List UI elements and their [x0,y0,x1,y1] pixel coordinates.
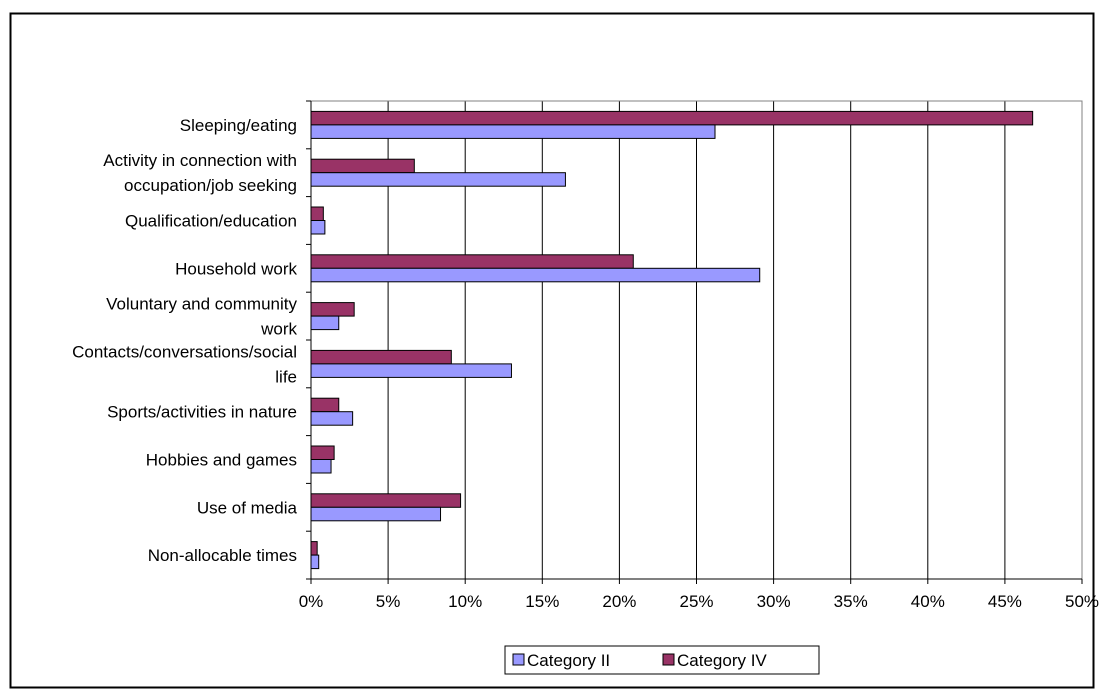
category-label: Household work [175,259,297,278]
bar-category-ii [310,459,332,474]
category-label: Sleeping/eating [180,116,297,135]
category-label-line: Contacts/conversations/social [72,342,297,361]
x-tick-label: 20% [602,592,636,611]
category-label: Hobbies and games [146,451,297,470]
bar-category-iv [310,349,452,365]
category-label-line: Activity in connection with [103,151,297,170]
category-label-line: Non-allocable times [148,546,297,565]
bar-category-iv [310,445,335,460]
category-labels: Sleeping/eating Activity in connection wi… [72,116,297,565]
x-tick-label: 15% [525,592,559,611]
category-label-line: work [260,320,297,339]
category-label: Non-allocable times [148,546,297,565]
x-tick-label: 25% [679,592,713,611]
legend-swatch [662,653,675,666]
category-label-line: Sleeping/eating [180,116,297,135]
category-label-line: life [275,367,297,386]
bar-category-iv [310,206,324,221]
bar-category-iv [310,110,1034,126]
category-label: Use of media [197,498,298,517]
x-tick-labels: 0% 5% 10% 15% 20% 25% 30% 35% 40% 45% 50% [299,592,1099,611]
category-label-line: occupation/job seeking [124,176,297,195]
x-tick-label: 50% [1065,592,1099,611]
bar-category-ii [310,267,761,283]
legend-swatch [512,653,525,666]
x-tick-label: 35% [834,592,868,611]
legend-box [504,645,820,675]
category-label-line: Sports/activities in nature [107,403,297,422]
bars [310,110,1034,570]
bar-category-iv [310,158,415,174]
bar-category-ii [310,172,566,187]
category-label: Contacts/conversations/social life [72,342,297,386]
category-label-line: Hobbies and games [146,451,297,470]
category-label: Sports/activities in nature [107,403,297,422]
bar-category-ii [310,554,320,570]
x-tick-label: 30% [757,592,791,611]
bar-category-iv [310,397,340,413]
bar-category-iv [310,254,634,269]
category-label: Voluntary and community work [106,295,297,339]
bar-category-ii [310,363,512,378]
category-label: Qualification/education [125,212,297,231]
bar-category-ii [310,124,716,139]
x-tick-label: 10% [448,592,482,611]
bar-category-ii [310,506,442,522]
x-tick-label: 45% [988,592,1022,611]
bar-category-ii [310,411,354,426]
category-label-line: Voluntary and community [106,295,297,314]
legend: Category II Category IV [504,645,820,675]
bar-category-iv [310,541,318,556]
x-tick-label: 0% [299,592,324,611]
category-label-line: Household work [175,259,297,278]
bar-category-ii [310,315,340,331]
x-tick-label: 40% [911,592,945,611]
bar-category-ii [310,220,326,235]
category-label: Activity in connection with occupation/jo… [103,151,297,195]
axes [306,100,1083,584]
bar-category-iv [310,493,462,508]
legend-label: Category IV [677,651,767,670]
category-label-line: Qualification/education [125,212,297,231]
bar-category-iv [310,302,355,317]
x-tick-label: 5% [376,592,401,611]
category-label-line: Use of media [197,498,298,517]
legend-label: Category II [527,651,610,670]
